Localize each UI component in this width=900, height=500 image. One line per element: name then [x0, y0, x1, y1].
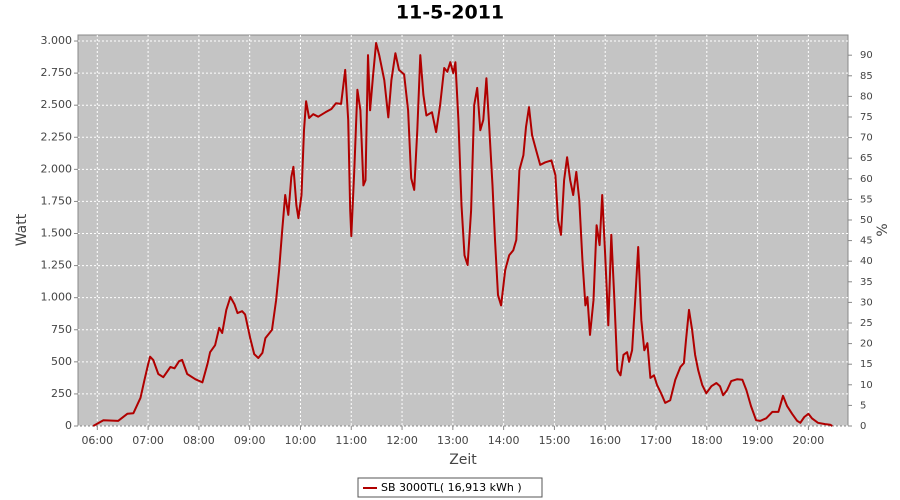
x-tick-label: 13:00	[437, 434, 469, 447]
y2-tick-label: 5	[860, 400, 866, 411]
y2-tick-label: 55	[860, 194, 873, 205]
y2-tick-label: 70	[860, 133, 873, 144]
y2-tick-label: 50	[860, 215, 873, 226]
y2-tick-label: 60	[860, 174, 873, 185]
x-tick-label: 16:00	[589, 434, 621, 447]
y-tick-label: 2.250	[41, 130, 73, 143]
y2-tick-label: 85	[860, 71, 873, 82]
y2-tick-label: 35	[860, 277, 873, 288]
y2-tick-label: 25	[860, 318, 873, 329]
y-tick-label: 2.000	[41, 162, 73, 175]
y-tick-label: 2.750	[41, 66, 73, 79]
x-tick-label: 19:00	[742, 434, 774, 447]
y-tick-label: 1.750	[41, 194, 73, 207]
y2-tick-label: 40	[860, 256, 873, 267]
y-tick-label: 750	[51, 323, 72, 336]
x-tick-label: 11:00	[335, 434, 367, 447]
legend-box	[357, 477, 543, 498]
x-tick-label: 06:00	[81, 434, 113, 447]
data-line	[92, 42, 833, 427]
x-tick-label: 12:00	[386, 434, 418, 447]
y-tick-label: 1.250	[41, 259, 73, 272]
y-tick-label: 2.500	[41, 98, 73, 111]
y-tick-label: 250	[51, 387, 72, 400]
x-tick-label: 20:00	[793, 434, 825, 447]
chart-title: 11-5-2011	[396, 2, 504, 24]
x-axis-label: Zeit	[449, 452, 477, 468]
x-tick-label: 07:00	[132, 434, 164, 447]
x-tick-label: 18:00	[691, 434, 723, 447]
y2-tick-label: 30	[860, 297, 873, 308]
y2-tick-label: 75	[860, 112, 873, 123]
y2-tick-label: 10	[860, 380, 873, 391]
y2-tick-label: 45	[860, 236, 873, 247]
y-axis-label: Watt	[14, 213, 30, 246]
y-tick-label: 1.000	[41, 291, 73, 304]
y2-tick-label: 80	[860, 91, 873, 102]
y2-tick-label: 20	[860, 339, 873, 350]
y-tick-label: 0	[65, 419, 72, 432]
y2-tick-label: 90	[860, 50, 873, 61]
y2-tick-label: 0	[860, 421, 866, 432]
x-tick-label: 14:00	[488, 434, 520, 447]
y-tick-label: 3.000	[41, 34, 73, 47]
x-tick-label: 17:00	[640, 434, 672, 447]
y2-tick-label: 15	[860, 359, 873, 370]
y-tick-label: 500	[51, 355, 72, 368]
x-tick-label: 08:00	[183, 434, 215, 447]
y2-axis-label: %	[875, 223, 891, 236]
y-tick-label: 1.500	[41, 227, 73, 240]
x-tick-label: 15:00	[539, 434, 571, 447]
legend-label: SB 3000TL( 16,913 kWh )	[381, 481, 522, 494]
x-tick-label: 09:00	[234, 434, 266, 447]
y2-tick-label: 65	[860, 153, 873, 164]
x-tick-label: 10:00	[285, 434, 317, 447]
